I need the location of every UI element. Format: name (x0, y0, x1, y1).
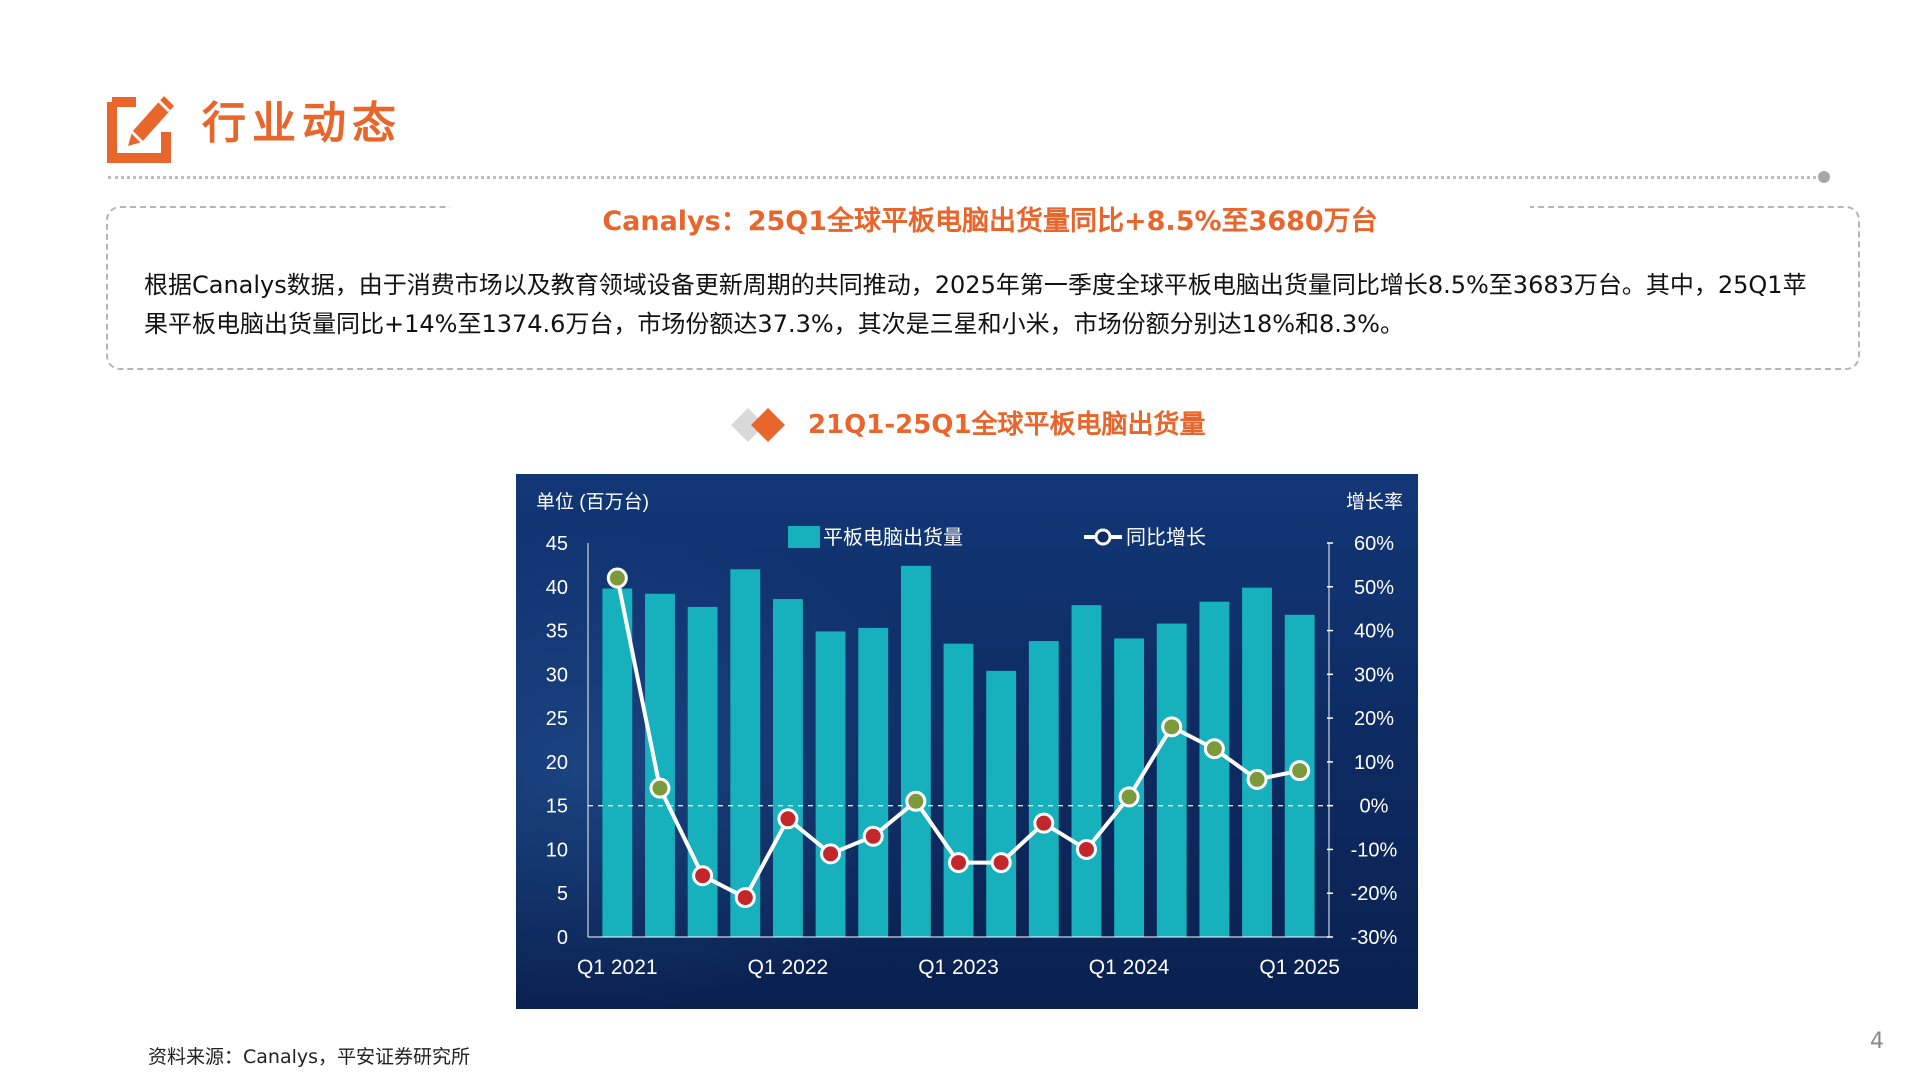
x-tick-label: Q1 2025 (1259, 956, 1340, 979)
source-note: 资料来源：Canalys，平安证券研究所 (148, 1046, 471, 1068)
summary-title-mask (450, 196, 1530, 220)
bar (900, 565, 931, 937)
bar (1028, 641, 1059, 937)
right-tick-label: -30% (1351, 927, 1398, 949)
bar (986, 670, 1017, 937)
growth-point (1246, 768, 1268, 790)
growth-point (1203, 738, 1225, 760)
growth-point (1118, 786, 1140, 808)
bar (1156, 623, 1187, 937)
x-tick-label: Q1 2023 (918, 956, 999, 979)
growth-point (905, 790, 927, 812)
bar (1199, 601, 1230, 937)
left-tick-label: 5 (557, 883, 568, 905)
bar (858, 627, 889, 937)
bar (1242, 587, 1272, 937)
left-tick-label: 35 (546, 621, 568, 643)
growth-point (820, 843, 842, 865)
x-tick-label: Q1 2021 (577, 956, 658, 979)
legend-line-marker (1094, 528, 1112, 546)
legend-bar-swatch (788, 526, 820, 548)
growth-point (1161, 716, 1183, 738)
right-tick-label: 30% (1354, 664, 1394, 686)
caption-diamond-orange-icon (751, 408, 785, 442)
chart-caption-text: 21Q1-25Q1全球平板电脑出货量 (808, 410, 1206, 440)
left-tick-label: 0 (557, 927, 568, 949)
left-tick-label: 30 (546, 664, 568, 686)
bar (772, 599, 803, 937)
growth-point (777, 808, 799, 830)
bar (943, 643, 974, 937)
bar (602, 588, 633, 937)
right-tick-label: 60% (1354, 533, 1394, 555)
x-tick-label: Q1 2022 (748, 956, 829, 979)
right-tick-label: 50% (1354, 577, 1394, 599)
left-tick-label: 40 (546, 577, 568, 599)
left-tick-label: 20 (546, 752, 568, 774)
growth-point (948, 852, 969, 874)
left-axis-label: 单位 (百万台) (536, 491, 649, 513)
right-tick-label: 40% (1354, 621, 1394, 643)
summary-title: Canalys：25Q1全球平板电脑出货量同比+8.5%至3680万台 (602, 206, 1378, 237)
growth-point (649, 777, 671, 799)
bar (645, 593, 675, 937)
legend-bar-label: 平板电脑出货量 (823, 526, 963, 549)
growth-point (1033, 812, 1055, 834)
pencil-on-paper-icon (107, 96, 174, 163)
shipment-chart: 单位 (百万台) 增长率 0 5 10 15 20 25 30 35 40 45 -30% -20% -10… (516, 474, 1418, 1009)
right-tick-label: 10% (1354, 752, 1394, 774)
header-divider (108, 176, 1828, 179)
growth-point (1289, 760, 1311, 782)
growth-point (606, 567, 628, 589)
left-tick-label: 45 (546, 533, 568, 555)
bar (815, 631, 846, 937)
growth-point (990, 852, 1012, 874)
left-tick-label: 10 (546, 839, 568, 861)
growth-point (692, 865, 714, 887)
right-tick-label: -20% (1351, 883, 1398, 905)
bar (1071, 605, 1102, 937)
x-tick-label: Q1 2024 (1089, 956, 1170, 979)
right-tick-label: -10% (1351, 839, 1398, 861)
right-axis-label: 增长率 (1346, 491, 1403, 513)
right-tick-label: 20% (1354, 708, 1394, 730)
growth-point (734, 887, 756, 909)
growth-point (1075, 838, 1097, 860)
left-tick-label: 15 (546, 796, 568, 818)
right-tick-label: 0% (1360, 796, 1389, 818)
header-divider-end-dot (1818, 171, 1830, 183)
summary-body: 根据Canalys数据，由于消费市场以及教育领域设备更新周期的共同推动，2025… (144, 271, 1807, 338)
growth-point (862, 825, 884, 847)
bar (687, 606, 718, 937)
legend-line-label: 同比增长 (1126, 526, 1206, 549)
page-number: 4 (1870, 1029, 1884, 1054)
left-tick-label: 25 (546, 708, 568, 730)
page-title: 行业动态 (202, 98, 402, 149)
chart-svg: 单位 (百万台) 增长率 0 5 10 15 20 25 30 35 40 45 -30% -20% -10… (516, 474, 1418, 1009)
